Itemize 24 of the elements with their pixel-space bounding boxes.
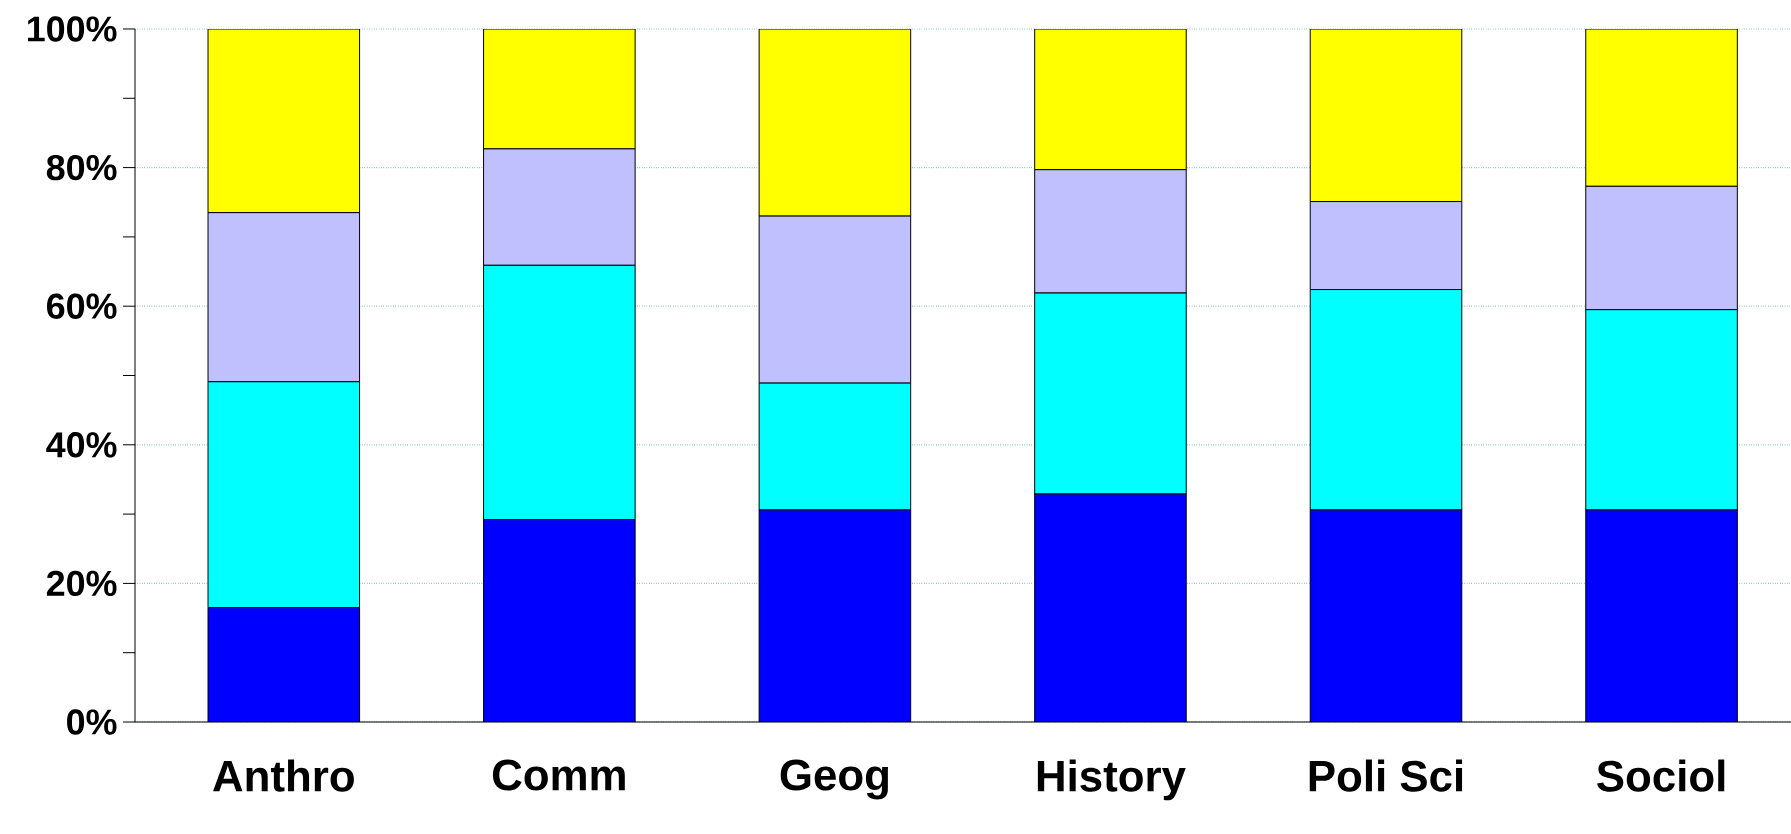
x-tick-label: Sociol: [1597, 759, 1725, 792]
bar: [1310, 509, 1462, 722]
bar: [758, 28, 912, 217]
bar: [1585, 509, 1738, 722]
y-tick-label: 40%: [46, 432, 117, 458]
bar: [483, 519, 636, 722]
bar: [1309, 28, 1463, 203]
y-tick-label: 0%: [67, 709, 117, 735]
y-tick-label: 60%: [47, 293, 117, 319]
y-tick-label: 100%: [28, 16, 117, 42]
bar: [1034, 494, 1187, 722]
y-tick-label: 20%: [46, 570, 117, 597]
x-tick-label: Comm: [492, 759, 625, 791]
bar: [1585, 28, 1738, 187]
bar: [207, 28, 361, 214]
bar: [1034, 28, 1187, 171]
y-tick-label: 80%: [46, 154, 117, 181]
x-tick-label: Poli Sci: [1309, 759, 1463, 792]
x-tick-label: Geog: [780, 759, 888, 800]
bar: [208, 607, 360, 722]
bar: [759, 509, 911, 722]
x-tick-label: Anthro: [213, 759, 354, 792]
x-tick-label: History: [1037, 759, 1186, 801]
bar: [483, 28, 636, 150]
